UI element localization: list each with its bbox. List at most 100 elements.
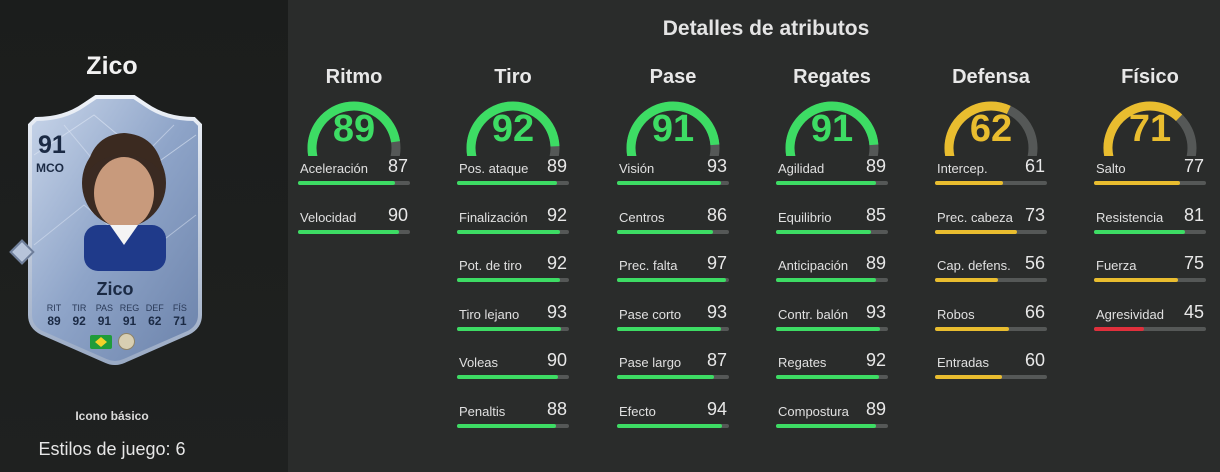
attribute-value: 86 — [706, 204, 727, 225]
attribute-bar-fill — [457, 181, 557, 185]
attribute-label: Fuerza — [1096, 258, 1137, 273]
attribute-row: Salto 77 — [1094, 156, 1206, 205]
gauge-fill — [1103, 101, 1183, 156]
category-title: Regates — [793, 66, 871, 88]
category-value: 92 — [491, 108, 535, 150]
attribute-bar-track — [457, 326, 569, 331]
attribute-bar-fill — [1094, 181, 1181, 185]
card-stat: TIR 92 — [67, 303, 91, 328]
attribute-bar-track — [617, 375, 729, 379]
attribute-value: 87 — [706, 350, 727, 370]
attribute-bar-track — [1094, 278, 1206, 282]
attribute-value: 90 — [546, 350, 567, 370]
card-stat: RIT 89 — [42, 303, 66, 328]
attribute-bar-track — [457, 229, 569, 234]
category-value: 71 — [1128, 108, 1172, 150]
attribute-bar-track — [776, 181, 888, 185]
category-defensa: Defensa 62 Intercep. 61 Prec. cabeza 73 Cap. d… — [935, 66, 1047, 399]
card-background — [28, 95, 202, 365]
attribute-label: Aceleración — [300, 161, 368, 176]
gauge-arc — [307, 101, 401, 156]
card-stat: DEF 62 — [143, 303, 167, 328]
card-type-label: Icono básico — [75, 409, 149, 423]
attribute-value: 73 — [1024, 204, 1045, 225]
attribute-bar-fill — [457, 229, 561, 234]
attribute-bar-fill — [617, 375, 715, 379]
attribute-label: Cap. defens. — [937, 258, 1011, 273]
attribute-label: Visión — [619, 161, 655, 176]
attribute-bar-fill — [935, 229, 1017, 234]
card-stat-value: 92 — [72, 314, 86, 328]
attribute-row: Cap. defens. 56 — [935, 253, 1047, 302]
category-value: 91 — [810, 108, 854, 150]
attribute-row: Compostura 89 — [776, 399, 888, 448]
attribute-label: Agresividad — [1096, 306, 1164, 322]
attribute-row: Resistencia 81 — [1094, 205, 1206, 254]
category-title: Tiro — [494, 66, 532, 88]
attribute-label: Penaltis — [459, 403, 506, 419]
attribute-bar-fill — [457, 423, 556, 428]
attribute-bar-fill — [617, 229, 714, 234]
attribute-bar-track — [617, 423, 729, 428]
attribute-label: Regates — [778, 355, 827, 370]
category-gauge: 91 — [617, 92, 729, 156]
attribute-bar-fill — [776, 423, 876, 428]
attribute-label: Voleas — [459, 355, 499, 370]
attribute-value: 89 — [546, 156, 567, 176]
card-stat: REG 91 — [118, 303, 142, 328]
attribute-row: Agresividad 45 — [1094, 302, 1206, 351]
attribute-value: 97 — [706, 253, 727, 273]
attribute-label: Finalización — [459, 209, 528, 225]
card-stats: RIT 89 TIR 92 PAS 91 REG 91 DEF 62 FÍS 7… — [42, 303, 192, 328]
attribute-bar-track — [935, 375, 1047, 379]
attribute-label: Velocidad — [300, 209, 357, 225]
attribute-value: 93 — [706, 301, 727, 322]
player-card[interactable]: 91 MCO Zico RIT 89 TIR 92 PAS 91 REG 91 … — [24, 95, 206, 365]
attribute-label: Anticipación — [778, 258, 849, 273]
category-value: 62 — [969, 108, 1013, 150]
player-name: Zico — [86, 52, 138, 80]
attribute-bar-track — [776, 278, 888, 282]
card-rating: 91 — [38, 131, 66, 159]
card-stat: PAS 91 — [92, 303, 116, 328]
attribute-value: 94 — [706, 398, 727, 419]
player-panel: Zico 91 — [0, 0, 288, 472]
playstyles-count[interactable]: Estilos de juego: 6 — [38, 439, 186, 459]
attribute-bar-track — [617, 181, 729, 185]
gauge-arc — [1103, 101, 1197, 156]
attribute-bar-fill — [298, 229, 399, 234]
attribute-row: Tiro lejano 93 — [457, 302, 569, 351]
attribute-label: Resistencia — [1096, 209, 1164, 225]
attribute-value: 87 — [387, 156, 408, 176]
attribute-bar-track — [298, 181, 410, 185]
attribute-label: Pase largo — [619, 355, 682, 370]
attribute-row: Equilibrio 85 — [776, 205, 888, 254]
attribute-label: Equilibrio — [778, 209, 832, 225]
attribute-row: Contr. balón 93 — [776, 302, 888, 351]
category-gauge: 62 — [935, 92, 1047, 156]
brazil-flag-icon — [90, 335, 112, 349]
attribute-label: Pot. de tiro — [459, 258, 522, 273]
gauge-fill — [626, 101, 720, 156]
attribute-row: Finalización 92 — [457, 205, 569, 254]
card-stat-label: RIT — [46, 303, 62, 313]
category-gauge: 91 — [776, 92, 888, 156]
attribute-bar-fill — [617, 423, 723, 428]
category-gauge: 89 — [298, 92, 410, 156]
attribute-value: 88 — [546, 398, 567, 419]
attribute-value: 92 — [546, 253, 567, 273]
section-title: Detalles de atributos — [662, 17, 870, 40]
attribute-bar-fill — [1094, 326, 1145, 331]
attribute-value: 56 — [1024, 253, 1045, 273]
gauge-fill — [785, 101, 879, 156]
attribute-value: 85 — [865, 204, 886, 225]
attribute-label: Agilidad — [778, 161, 825, 176]
attribute-bar-track — [457, 181, 569, 185]
attribute-bar-fill — [935, 181, 1004, 185]
attribute-bar-track — [1094, 326, 1206, 331]
attribute-bar-fill — [776, 229, 872, 234]
attribute-row: Efecto 94 — [617, 399, 729, 448]
attribute-label: Centros — [619, 209, 665, 225]
attribute-bar-track — [1094, 181, 1206, 185]
attribute-value: 60 — [1024, 350, 1045, 370]
